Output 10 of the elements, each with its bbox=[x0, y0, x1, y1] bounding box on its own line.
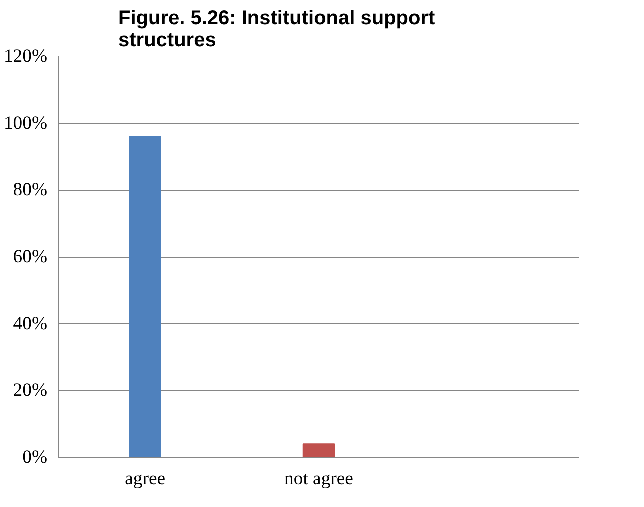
x-tick-label: not agree bbox=[284, 468, 354, 490]
y-tick-label: 80% bbox=[13, 180, 48, 201]
y-tick-label: 100% bbox=[4, 112, 48, 134]
y-tick-label: 120% bbox=[4, 46, 48, 67]
x-tick-label: agree bbox=[125, 468, 166, 490]
y-tick-label: 40% bbox=[13, 313, 48, 334]
y-tick-label: 0% bbox=[22, 447, 48, 468]
chart-title: Figure. 5.26: Institutional support structures bbox=[118, 8, 436, 52]
y-tick-label: 60% bbox=[13, 246, 48, 268]
y-tick-label: 20% bbox=[13, 380, 48, 402]
